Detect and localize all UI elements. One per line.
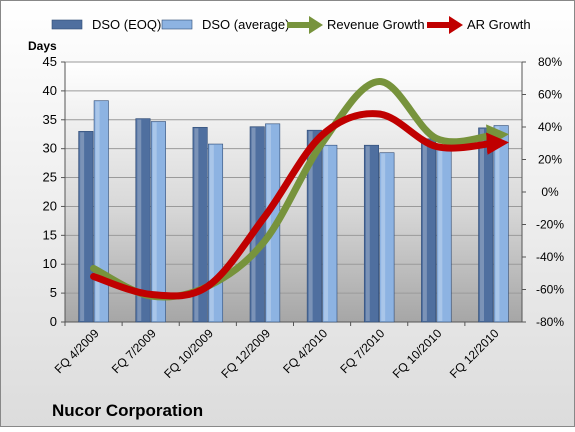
bar-highlight <box>480 128 485 321</box>
legend-swatch <box>161 19 193 30</box>
y-tick-label: 15 <box>43 227 57 242</box>
y2-tick-label: 60% <box>538 88 562 102</box>
bar-highlight <box>422 139 427 321</box>
bar-highlight <box>194 128 199 321</box>
bar-highlight <box>495 126 500 321</box>
y-tick-label: 10 <box>43 256 57 271</box>
legend-label: DSO (average) <box>202 17 289 32</box>
bar <box>150 121 166 323</box>
legend-label: Revenue Growth <box>327 17 425 32</box>
y-tick-label: 25 <box>43 170 57 185</box>
legend-label: DSO (EOQ) <box>92 17 161 32</box>
y2-tick-label: -20% <box>536 218 564 232</box>
y2-tick-label: -60% <box>536 283 564 297</box>
bar <box>135 118 151 323</box>
bar-highlight <box>209 145 214 321</box>
y-tick-label: 40 <box>43 83 57 98</box>
bar-highlight <box>308 131 313 321</box>
y2-tick-label: 20% <box>538 153 562 167</box>
bar <box>78 131 94 323</box>
chart-title: Nucor Corporation <box>52 401 203 420</box>
line <box>90 110 510 300</box>
bar-highlight <box>324 146 329 321</box>
y-tick-label: 45 <box>43 54 57 69</box>
legend-swatch <box>51 19 83 30</box>
bar-highlight <box>251 127 256 321</box>
legend-label: AR Growth <box>467 17 531 32</box>
bar <box>322 144 338 323</box>
bar-highlight <box>381 153 386 321</box>
y2-tick-label: 0% <box>541 185 559 199</box>
bar-highlight <box>152 122 157 321</box>
bar <box>379 152 395 323</box>
y2-tick-label: -40% <box>536 250 564 264</box>
bar-highlight <box>137 119 142 321</box>
y-tick-label: 30 <box>43 141 57 156</box>
bar <box>363 144 379 323</box>
y-axis-label: Days <box>28 39 57 53</box>
legend-swatch-arrow <box>449 16 463 34</box>
bar <box>192 126 208 323</box>
y-tick-label: 20 <box>43 198 57 213</box>
y-tick-label: 35 <box>43 112 57 127</box>
bar <box>478 127 494 323</box>
legend-swatch-arrow <box>309 16 323 34</box>
y-tick-label: 0 <box>50 314 57 329</box>
bar-highlight <box>80 132 85 321</box>
bar-highlight <box>365 146 370 321</box>
bar <box>421 138 437 323</box>
bar-highlight <box>95 101 100 321</box>
y2-tick-label: -80% <box>536 315 564 329</box>
bar-highlight <box>438 147 443 321</box>
y2-tick-label: 80% <box>538 55 562 69</box>
bar-highlight <box>266 124 271 321</box>
y2-tick-label: 40% <box>538 120 562 134</box>
y-tick-label: 5 <box>50 285 57 300</box>
bar <box>306 129 322 323</box>
